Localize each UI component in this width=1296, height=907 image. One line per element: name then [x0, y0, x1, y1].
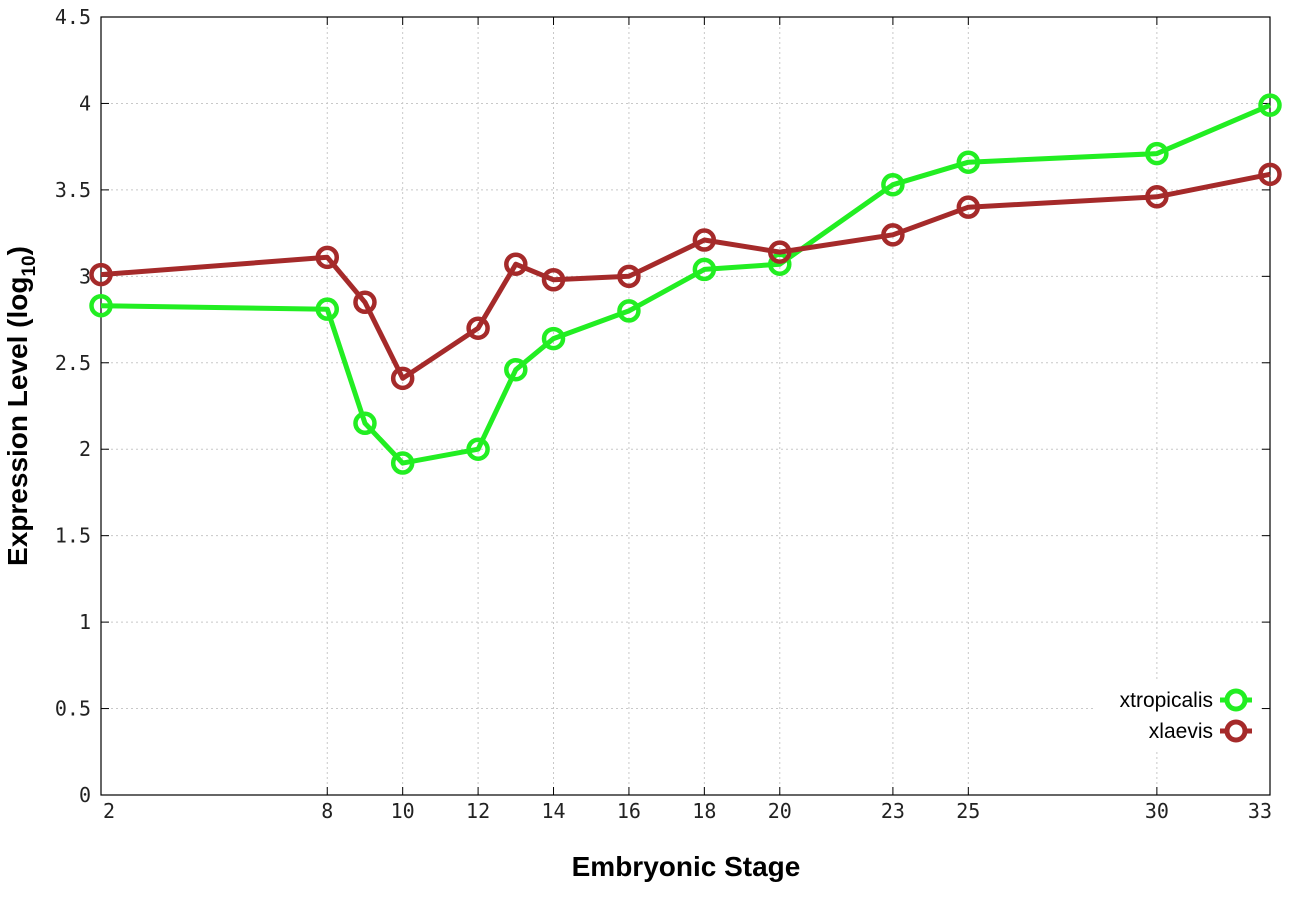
x-tick-label: 18 [692, 799, 716, 823]
data-point-xtropicalis [692, 257, 717, 282]
data-point-xlaevis [315, 245, 340, 270]
data-point-xlaevis [390, 366, 415, 391]
x-tick-label: 30 [1145, 799, 1169, 823]
data-point-xtropicalis [89, 293, 113, 318]
legend-label-xlaevis: xlaevis [1149, 720, 1213, 743]
y-axis-title-main: Expression Level (log [2, 277, 33, 566]
y-tick-label: 2 [79, 437, 91, 461]
y-tick-label: 0 [79, 783, 91, 807]
data-point-xtropicalis [1258, 93, 1282, 117]
data-point-xtropicalis [353, 411, 377, 436]
data-point-xtropicalis [881, 172, 905, 197]
legend-marker-xlaevis [1224, 719, 1248, 743]
axis-ticks: 0 0.5 1 1.5 2 2.5 3 3.5 4 4.5 2 8 10 12 14 16 18 20 23 25 30… [55, 5, 1272, 823]
y-tick-label: 1 [79, 610, 91, 634]
y-axis-title-tail: ) [2, 246, 33, 255]
legend: xtropicalis xlaevis [1095, 680, 1260, 750]
y-tick-label: 4 [79, 91, 91, 115]
y-tick-label: 3 [79, 264, 91, 288]
x-tick-label: 25 [956, 799, 980, 823]
x-tick-label: 16 [617, 799, 641, 823]
data-point-xlaevis [466, 316, 490, 340]
plot-frame [100, 16, 1271, 796]
data-point-xtropicalis [768, 252, 792, 276]
x-tick-label: 8 [321, 799, 333, 823]
y-tick-label: 4.5 [55, 5, 91, 29]
data-point-xlaevis [89, 262, 113, 287]
x-tick-label: 33 [1248, 799, 1272, 823]
y-axis-title: Expression Level (log10) [2, 246, 40, 566]
data-point-xtropicalis [617, 299, 641, 323]
data-point-xlaevis [541, 268, 566, 292]
data-point-xlaevis [617, 264, 641, 289]
data-point-xlaevis [1145, 185, 1169, 209]
data-point-xlaevis [1258, 162, 1282, 187]
y-tick-label: 1.5 [55, 524, 91, 548]
x-tick-label: 2 [103, 799, 115, 823]
data-point-xlaevis [881, 223, 905, 247]
x-tick-label: 12 [466, 799, 490, 823]
x-axis-title: Embryonic Stage [572, 851, 801, 882]
data-point-xtropicalis [390, 451, 415, 475]
y-tick-label: 0.5 [55, 697, 91, 721]
data-point-xlaevis [504, 252, 528, 276]
y-tick-label: 2.5 [55, 351, 91, 375]
data-point-xlaevis [353, 290, 377, 315]
data-point-xlaevis [956, 195, 981, 219]
series-line-xtropicalis [100, 102, 1271, 466]
y-tick-label: 3.5 [55, 178, 91, 202]
legend-label-xtropicalis: xtropicalis [1120, 689, 1213, 712]
y-axis-title-subscript: 10 [19, 255, 40, 276]
data-point-xtropicalis [1145, 141, 1169, 166]
x-tick-label: 20 [768, 799, 792, 823]
data-point-xlaevis [768, 240, 792, 264]
x-tick-label: 14 [541, 799, 565, 823]
grid-lines [101, 17, 1270, 795]
data-point-xtropicalis [466, 437, 490, 461]
series-line-xlaevis [100, 171, 1271, 381]
data-point-xtropicalis [315, 297, 340, 321]
legend-marker-xtropicalis [1224, 688, 1248, 712]
x-tick-label: 23 [881, 799, 905, 823]
data-point-xtropicalis [504, 357, 528, 382]
series-lines [89, 93, 1282, 475]
x-tick-label: 10 [391, 799, 415, 823]
data-point-xtropicalis [541, 326, 566, 351]
data-point-xlaevis [692, 228, 717, 252]
data-point-xtropicalis [956, 150, 981, 174]
